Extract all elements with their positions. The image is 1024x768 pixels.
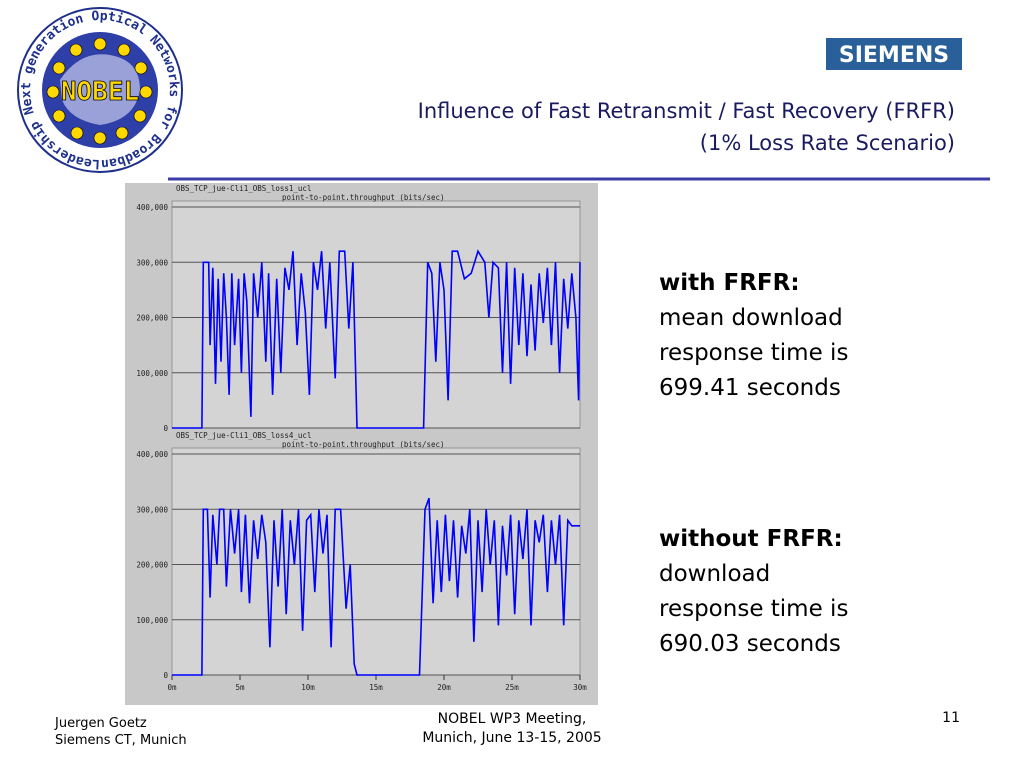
logo-center: NOBEL bbox=[61, 77, 139, 107]
y-tick-label: 0 bbox=[163, 671, 168, 680]
footer-left: Siemens CT, Munich bbox=[55, 733, 187, 748]
y-tick-label: 300,000 bbox=[136, 258, 168, 267]
x-tick-label: 30m bbox=[573, 683, 587, 692]
page-number: 11 bbox=[942, 710, 960, 726]
chart-title: OBS_TCP_jue-Cli1_OBS_loss4_ucl bbox=[176, 431, 311, 440]
y-tick-label: 300,000 bbox=[136, 505, 168, 514]
brand: SIEMENS bbox=[839, 43, 949, 68]
y-tick-label: 400,000 bbox=[136, 450, 168, 459]
footer-center: Munich, June 13-15, 2005 bbox=[422, 730, 601, 746]
x-tick-label: 10m bbox=[301, 683, 315, 692]
chart-subtitle: point-to-point.throughput (bits/sec) bbox=[282, 193, 445, 202]
y-tick-label: 0 bbox=[163, 424, 168, 433]
without-line: response time is bbox=[659, 596, 848, 622]
with-line: mean download bbox=[659, 305, 843, 331]
logo-stars bbox=[46, 37, 153, 145]
with-line: response time is bbox=[659, 340, 848, 366]
title-line: (1% Loss Rate Scenario) bbox=[700, 131, 955, 155]
brand-box bbox=[826, 38, 962, 70]
x-tick-label: 25m bbox=[505, 683, 519, 692]
y-tick-label: 100,000 bbox=[136, 369, 168, 378]
y-tick-label: 200,000 bbox=[136, 314, 168, 323]
chart-subtitle: point-to-point.throughput (bits/sec) bbox=[282, 440, 445, 449]
charts: OBS_TCP_jue-Cli1_OBS_loss1_uclpoint-to-p… bbox=[136, 184, 587, 692]
logo-map bbox=[60, 54, 140, 125]
y-tick-label: 400,000 bbox=[136, 203, 168, 212]
x-tick-label: 5m bbox=[235, 683, 245, 692]
logo: Leadership Next generation Optical Netwo… bbox=[0, 0, 183, 173]
throughput-line bbox=[172, 249, 581, 429]
without-line: download bbox=[659, 561, 770, 587]
x-tick-label: 20m bbox=[437, 683, 451, 692]
x-tick-label: 15m bbox=[369, 683, 383, 692]
y-tick-label: 100,000 bbox=[136, 616, 168, 625]
without-heading: without FRFR: bbox=[659, 526, 843, 552]
throughput-line bbox=[172, 497, 580, 676]
footer-center: NOBEL WP3 Meeting, bbox=[438, 711, 587, 727]
footer-left: Juergen Goetz bbox=[54, 716, 147, 731]
x-tick-label: 0m bbox=[167, 683, 177, 692]
plot-area bbox=[171, 447, 581, 676]
with-heading: with FRFR: bbox=[659, 270, 800, 296]
without-line: 690.03 seconds bbox=[659, 631, 841, 657]
chart-title: OBS_TCP_jue-Cli1_OBS_loss1_ucl bbox=[176, 184, 311, 193]
with-line: 699.41 seconds bbox=[659, 375, 841, 401]
title-line: Influence of Fast Retransmit / Fast Reco… bbox=[418, 99, 955, 123]
y-tick-label: 200,000 bbox=[136, 561, 168, 570]
